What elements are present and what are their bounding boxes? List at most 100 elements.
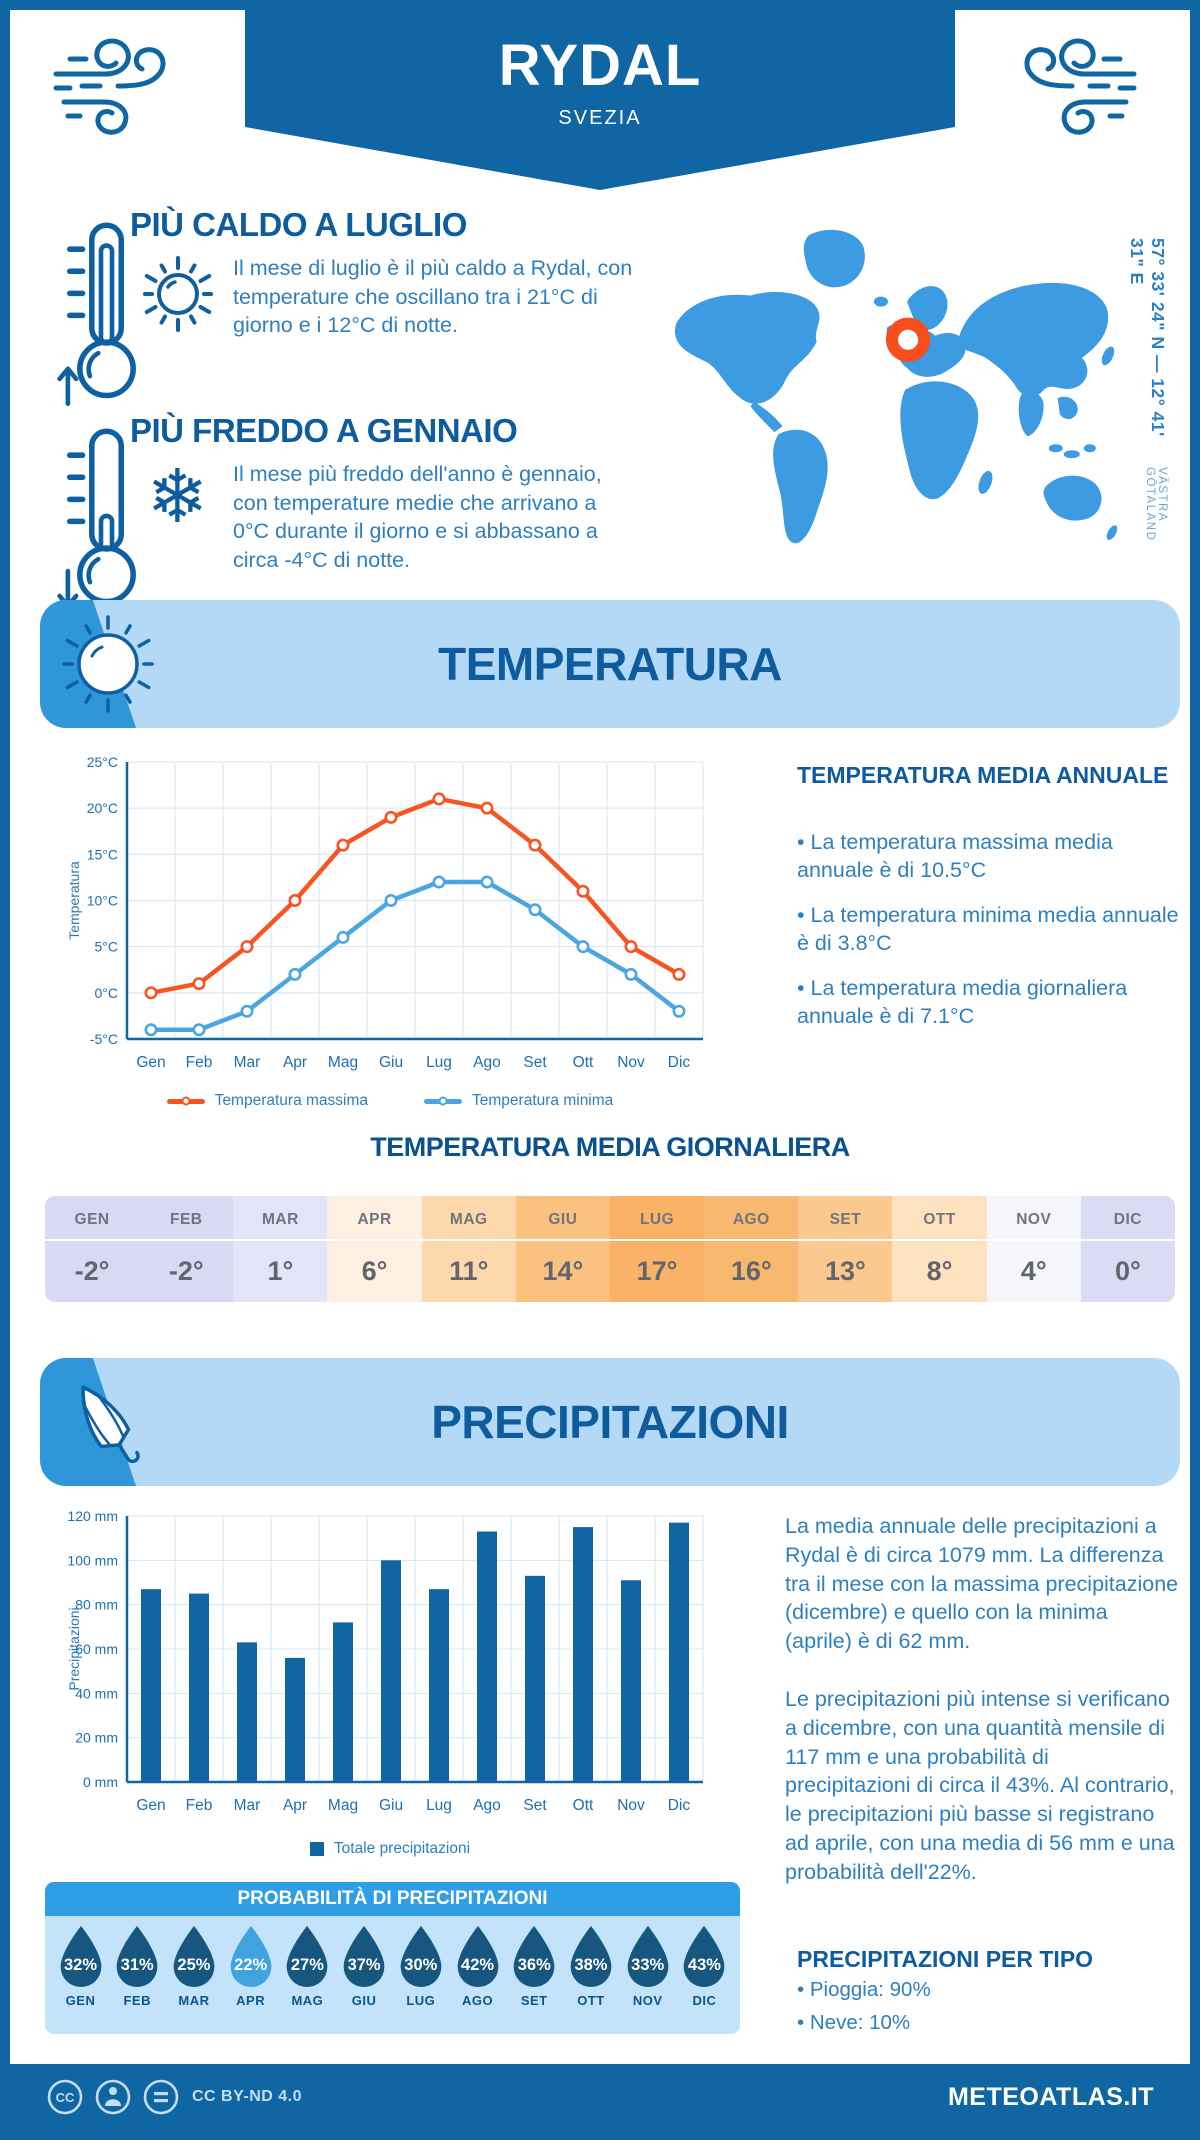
- axes: [125, 1516, 703, 1784]
- x-tick-label: Apr: [283, 1797, 307, 1814]
- x-tick-label: Mar: [234, 1054, 261, 1071]
- x-tick-label: Dic: [668, 1797, 691, 1814]
- temp-value-cell: 6°: [361, 1256, 388, 1286]
- droplet-icon: [343, 1925, 385, 1988]
- y-tick-label: 100 mm: [67, 1552, 118, 1568]
- y-tick-label: 0°C: [95, 985, 119, 1001]
- daily-table-title: TEMPERATURA MEDIA GIORNALIERA: [370, 1132, 850, 1162]
- rain-probability-drop-DIC: 43% DIC: [679, 1924, 730, 2008]
- sun-icon: [142, 256, 213, 332]
- x-tick-label: Gen: [136, 1797, 165, 1814]
- probability-value: 25%: [177, 1956, 211, 1974]
- highlight-warm-text: Il mese di luglio è il più caldo a Rydal…: [233, 256, 633, 338]
- droplet-icon: [513, 1925, 555, 1988]
- droplet-icon: [570, 1925, 612, 1988]
- probability-value: 38%: [574, 1956, 608, 1974]
- page-title: RYDAL: [498, 33, 702, 98]
- legend-line-swatch: [166, 1096, 205, 1106]
- rain-probability-title: PROBABILITÀ DI PRECIPITAZIONI: [45, 1882, 740, 1916]
- rain-probability-drop-MAG: 27% MAG: [282, 1924, 333, 2008]
- x-tick-label: Ott: [573, 1797, 594, 1814]
- droplet-icon: [287, 1925, 328, 1988]
- precip-bar-Lug: [429, 1589, 449, 1782]
- highlight-warm-title: PIÙ CALDO A LUGLIO: [130, 206, 467, 243]
- continents: [674, 229, 1118, 544]
- month-header-cell: LUG: [609, 1196, 705, 1241]
- temp-table-column-OTT: OTT 8°: [892, 1196, 987, 1302]
- license-label: CC BY-ND 4.0: [192, 2088, 303, 2105]
- annual-temp-bullet: • La temperatura media giornaliera annua…: [797, 975, 1128, 1028]
- precipitation-types-bullets: • Pioggia: 90% • Neve: 10%: [797, 1978, 1182, 2044]
- probability-month: APR: [236, 1993, 266, 2008]
- temperature-line-chart-svg: -5°C 0°C 5°C 10°C 15°C 20°C 25°C Gen Feb Mar Apr Ma…: [66, 754, 704, 1071]
- legend-item: Totale precipitazioni: [309, 1840, 470, 1858]
- y-axis-title: Precipitazioni: [66, 1607, 82, 1690]
- temp-value-cell: 14°: [542, 1256, 584, 1286]
- rain-probability-drop-NOV: 33% NOV: [622, 1924, 673, 2008]
- temp-table-column-GIU: GIU 14°: [515, 1196, 610, 1302]
- precipitation-chart: 0 mm 20 mm 40 mm 60 mm 80 mm 100 mm 120 mm Gen F…: [65, 1502, 715, 1832]
- precipitation-paragraph: Le precipitazioni più intense si verific…: [785, 1686, 1175, 1884]
- series-markers-temperatura-massima: [144, 792, 686, 1000]
- legend-line-swatch: [424, 1096, 463, 1106]
- probability-month: DIC: [692, 1993, 717, 2008]
- month-header-cell: NOV: [986, 1196, 1081, 1241]
- rain-probability-drop-GIU: 37% GIU: [339, 1924, 390, 2008]
- rain-probability-drop-LUG: 30% LUG: [395, 1924, 446, 2008]
- temp-table-column-SET: SET 13°: [798, 1196, 893, 1302]
- probability-value: 33%: [631, 1956, 665, 1974]
- x-tick-label: Mag: [328, 1054, 358, 1071]
- temperature-section-title: TEMPERATURA: [438, 638, 782, 690]
- probability-value: 37%: [347, 1956, 381, 1974]
- probability-month: GEN: [65, 1993, 96, 2008]
- temp-value-cell: 8°: [926, 1256, 953, 1286]
- precip-bar-Apr: [285, 1657, 305, 1782]
- droplet: 27%: [284, 1924, 330, 1988]
- precipitation-type-bullet: • Neve: 10%: [797, 2011, 911, 2034]
- legend-marker-dot: [181, 1096, 191, 1106]
- temp-value-cell: -2°: [168, 1256, 204, 1286]
- temp-value-cell: 17°: [636, 1256, 678, 1286]
- grid: [126, 1515, 704, 1783]
- droplet-icon: [60, 1925, 101, 1988]
- legend-marker-dot: [438, 1096, 448, 1106]
- droplet: 30%: [398, 1924, 444, 1988]
- series-markers-temperatura-minima: [144, 875, 686, 1037]
- probability-value: 36%: [517, 1956, 551, 1974]
- month-header-cell: SET: [798, 1196, 893, 1241]
- location-marker: [885, 317, 931, 362]
- y-tick-label: 5°C: [95, 939, 119, 955]
- y-tick-label: 20°C: [87, 800, 118, 816]
- precipitation-type-bullet: • Pioggia: 90%: [797, 1978, 931, 2001]
- rain-probability-drop-FEB: 31% FEB: [112, 1924, 163, 2008]
- rain-probability-drop-GEN: 32% GEN: [55, 1924, 106, 2008]
- droplet: 43%: [681, 1924, 727, 1988]
- month-header-cell: FEB: [139, 1196, 234, 1241]
- temp-value-cell: 1°: [267, 1256, 294, 1286]
- y-tick-label: 25°C: [87, 754, 118, 770]
- droplet-icon: [116, 1925, 158, 1988]
- annual-temp-bullet: • La temperatura minima media annuale è …: [797, 902, 1179, 956]
- precip-bar-Ott: [573, 1527, 593, 1782]
- droplet-icon: [627, 1925, 669, 1988]
- legend-label: Temperatura minima: [472, 1092, 614, 1109]
- month-header-cell: MAG: [421, 1196, 516, 1241]
- x-tick-label: Ott: [573, 1054, 594, 1071]
- site-name: METEOATLAS.IT: [947, 2082, 1154, 2111]
- axes: [125, 762, 703, 1041]
- y-tick-label: 10°C: [87, 893, 118, 909]
- probability-value: 22%: [234, 1956, 268, 1974]
- droplet: 32%: [58, 1924, 104, 1988]
- highlight-coldest: PIÙ FREDDO A GENNAIO ❄ Il mese più fredd…: [55, 412, 655, 609]
- temp-table-column-MAG: MAG 11°: [421, 1196, 516, 1302]
- x-tick-label: Ago: [473, 1797, 501, 1814]
- x-tick-label: Gen: [136, 1054, 165, 1071]
- droplet-icon: [400, 1925, 442, 1988]
- x-tick-label: Set: [523, 1797, 547, 1814]
- cc-icon: CC: [47, 2079, 83, 2115]
- probability-month: MAR: [178, 1993, 210, 2008]
- month-header-cell: AGO: [704, 1196, 799, 1241]
- temp-table-column-LUG: LUG 17°: [609, 1196, 705, 1302]
- temp-value-cell: 16°: [730, 1256, 772, 1286]
- x-tick-label: Feb: [186, 1797, 213, 1814]
